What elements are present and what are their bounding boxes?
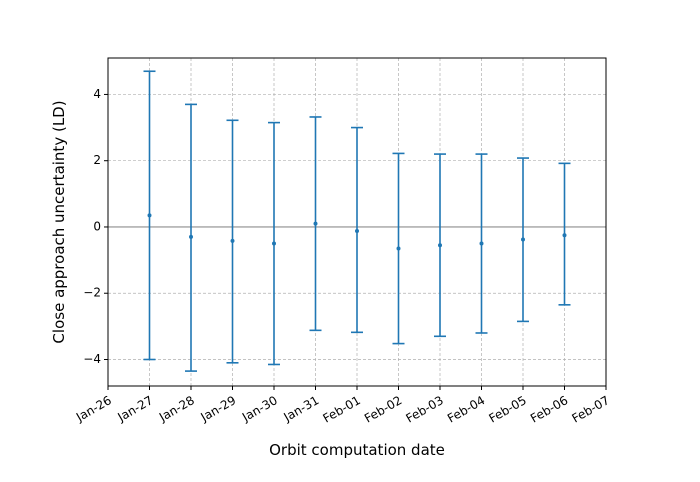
y-tick-label: −2: [83, 286, 101, 300]
x-tick-label: Jan-26: [73, 393, 114, 425]
error-bar: [268, 121, 280, 366]
y-tick-label: 0: [93, 219, 101, 233]
y-tick-label: −4: [83, 352, 101, 366]
error-bar: [185, 103, 197, 372]
data-point: [438, 243, 442, 248]
x-tick-label: Feb-06: [528, 393, 570, 426]
error-bar: [475, 153, 488, 334]
x-tick-label: Feb-04: [445, 393, 487, 426]
data-point: [479, 241, 484, 246]
error-bar: [434, 153, 446, 338]
data-point: [313, 221, 318, 226]
x-tick-label: Jan-29: [198, 393, 239, 425]
x-axis-ticks: Jan-26 Jan-27 Jan-28 Jan-29 Jan-30 Jan-31 Feb-…: [73, 386, 612, 426]
x-tick-label: Feb-02: [362, 393, 404, 426]
x-tick-label: Jan-30: [239, 393, 280, 425]
data-point: [189, 234, 193, 239]
y-axis-label: Close approach uncertainty (LD): [50, 100, 68, 343]
x-tick-label: Feb-03: [404, 393, 446, 426]
x-tick-label: Jan-27: [115, 393, 156, 425]
error-bar: [309, 116, 322, 332]
x-tick-label: Jan-28: [156, 393, 197, 425]
error-bar: [558, 162, 571, 306]
y-tick-label: 4: [93, 87, 101, 101]
data-point: [355, 228, 359, 233]
error-bar: [226, 119, 239, 364]
data-point: [521, 237, 525, 242]
error-bars: [143, 70, 571, 372]
x-tick-label: Feb-01: [321, 393, 363, 426]
data-point: [396, 246, 401, 251]
y-tick-label: 2: [93, 153, 101, 167]
error-bar: [517, 157, 529, 323]
x-tick-label: Feb-07: [570, 393, 612, 426]
x-axis-label: Orbit computation date: [269, 441, 445, 459]
error-bar: [143, 70, 156, 361]
data-point: [147, 213, 152, 218]
x-tick-label: Feb-05: [487, 393, 529, 426]
data-point: [230, 238, 235, 243]
error-bar: [351, 126, 363, 334]
y-axis-ticks: −4 −2 0 2 4: [83, 87, 108, 366]
data-point: [272, 241, 276, 246]
x-tick-label: Jan-31: [281, 393, 322, 425]
error-bar: [392, 152, 405, 345]
data-point: [562, 233, 567, 238]
